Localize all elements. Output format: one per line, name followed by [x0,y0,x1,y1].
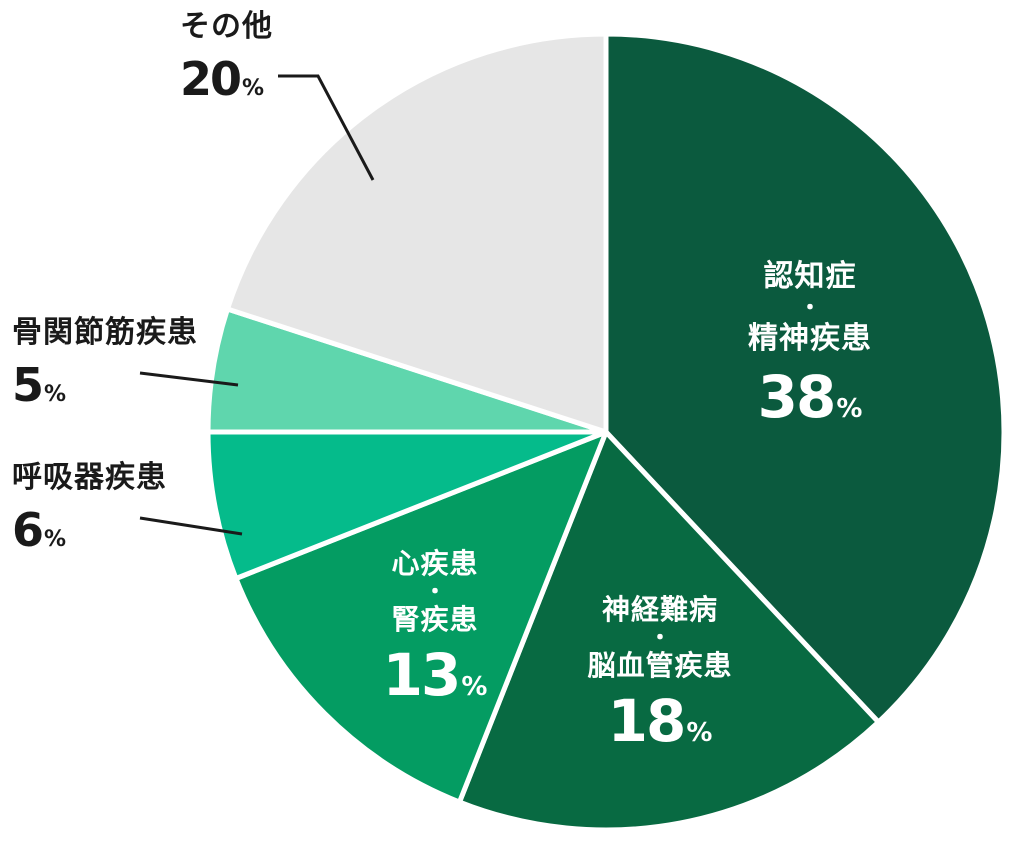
slice-label-neuro-cerebro: 神経難病 ・ 脳血管疾患 18% [540,593,780,751]
slice-label-dementia-mental: 認知症 ・ 精神疾患 38% [690,259,930,427]
pie-slice-respiratory [205,429,609,582]
slice-label-bone-joint-name: 骨関節筋疾患 [12,315,198,350]
slice-label-dementia-mental-separator: ・ [798,296,821,321]
slice-label-other-name: その他 [180,9,273,44]
slice-label-neuro-cerebro-separator: ・ [648,626,671,651]
slice-label-neuro-cerebro-line1: 神経難病 [601,593,718,626]
slice-label-dementia-mental-line1: 認知症 [763,259,857,294]
slice-label-dementia-mental-line2: 精神疾患 [748,321,872,356]
pie-slices [205,31,1007,833]
pie-slice-other [224,31,609,435]
pie-slice-heart-kidney [233,429,609,805]
pie-slice-dementia-mental [603,31,1007,725]
slice-value-heart-kidney-number: 13 [382,641,462,709]
slice-value-dementia-mental-unit: % [836,394,863,424]
slice-value-other-number: 20 [180,52,242,106]
slice-value-other: 20% [180,56,273,102]
leader-line-bone-joint [139,371,239,387]
slice-value-bone-joint-unit: % [44,382,67,407]
slice-value-respiratory-unit: % [44,527,67,552]
slice-label-heart-kidney-separator: ・ [423,580,446,605]
leader-line-other [278,74,375,181]
slice-value-heart-kidney: 13% [345,646,525,704]
slice-value-neuro-cerebro-unit: % [686,718,713,748]
slice-label-bone-joint: 骨関節筋疾患 5% [12,315,198,409]
slice-label-other: その他 20% [180,9,273,103]
slice-value-dementia-mental-number: 38 [757,363,837,431]
slice-label-respiratory: 呼吸器疾患 6% [12,460,167,554]
slice-label-neuro-cerebro-line2: 脳血管疾患 [587,649,733,682]
slice-label-heart-kidney-line2: 腎疾患 [391,603,479,636]
slice-value-bone-joint: 5% [12,362,198,408]
slice-value-dementia-mental: 38% [690,368,930,426]
leader-lines [139,74,375,536]
slice-value-heart-kidney-unit: % [461,672,488,702]
slice-value-respiratory: 6% [12,507,167,553]
slice-value-neuro-cerebro: 18% [540,692,780,750]
slice-value-neuro-cerebro-number: 18 [607,687,687,755]
slice-value-bone-joint-number: 5 [12,358,44,412]
slice-label-heart-kidney-line1: 心疾患 [391,547,479,580]
pie-slice-neuro-cerebro [456,429,881,833]
leader-line-respiratory [139,516,243,536]
slice-label-heart-kidney: 心疾患 ・ 腎疾患 13% [345,547,525,705]
slice-value-respiratory-number: 6 [12,503,44,557]
slice-value-other-unit: % [242,76,265,101]
slice-label-respiratory-name: 呼吸器疾患 [12,460,167,495]
